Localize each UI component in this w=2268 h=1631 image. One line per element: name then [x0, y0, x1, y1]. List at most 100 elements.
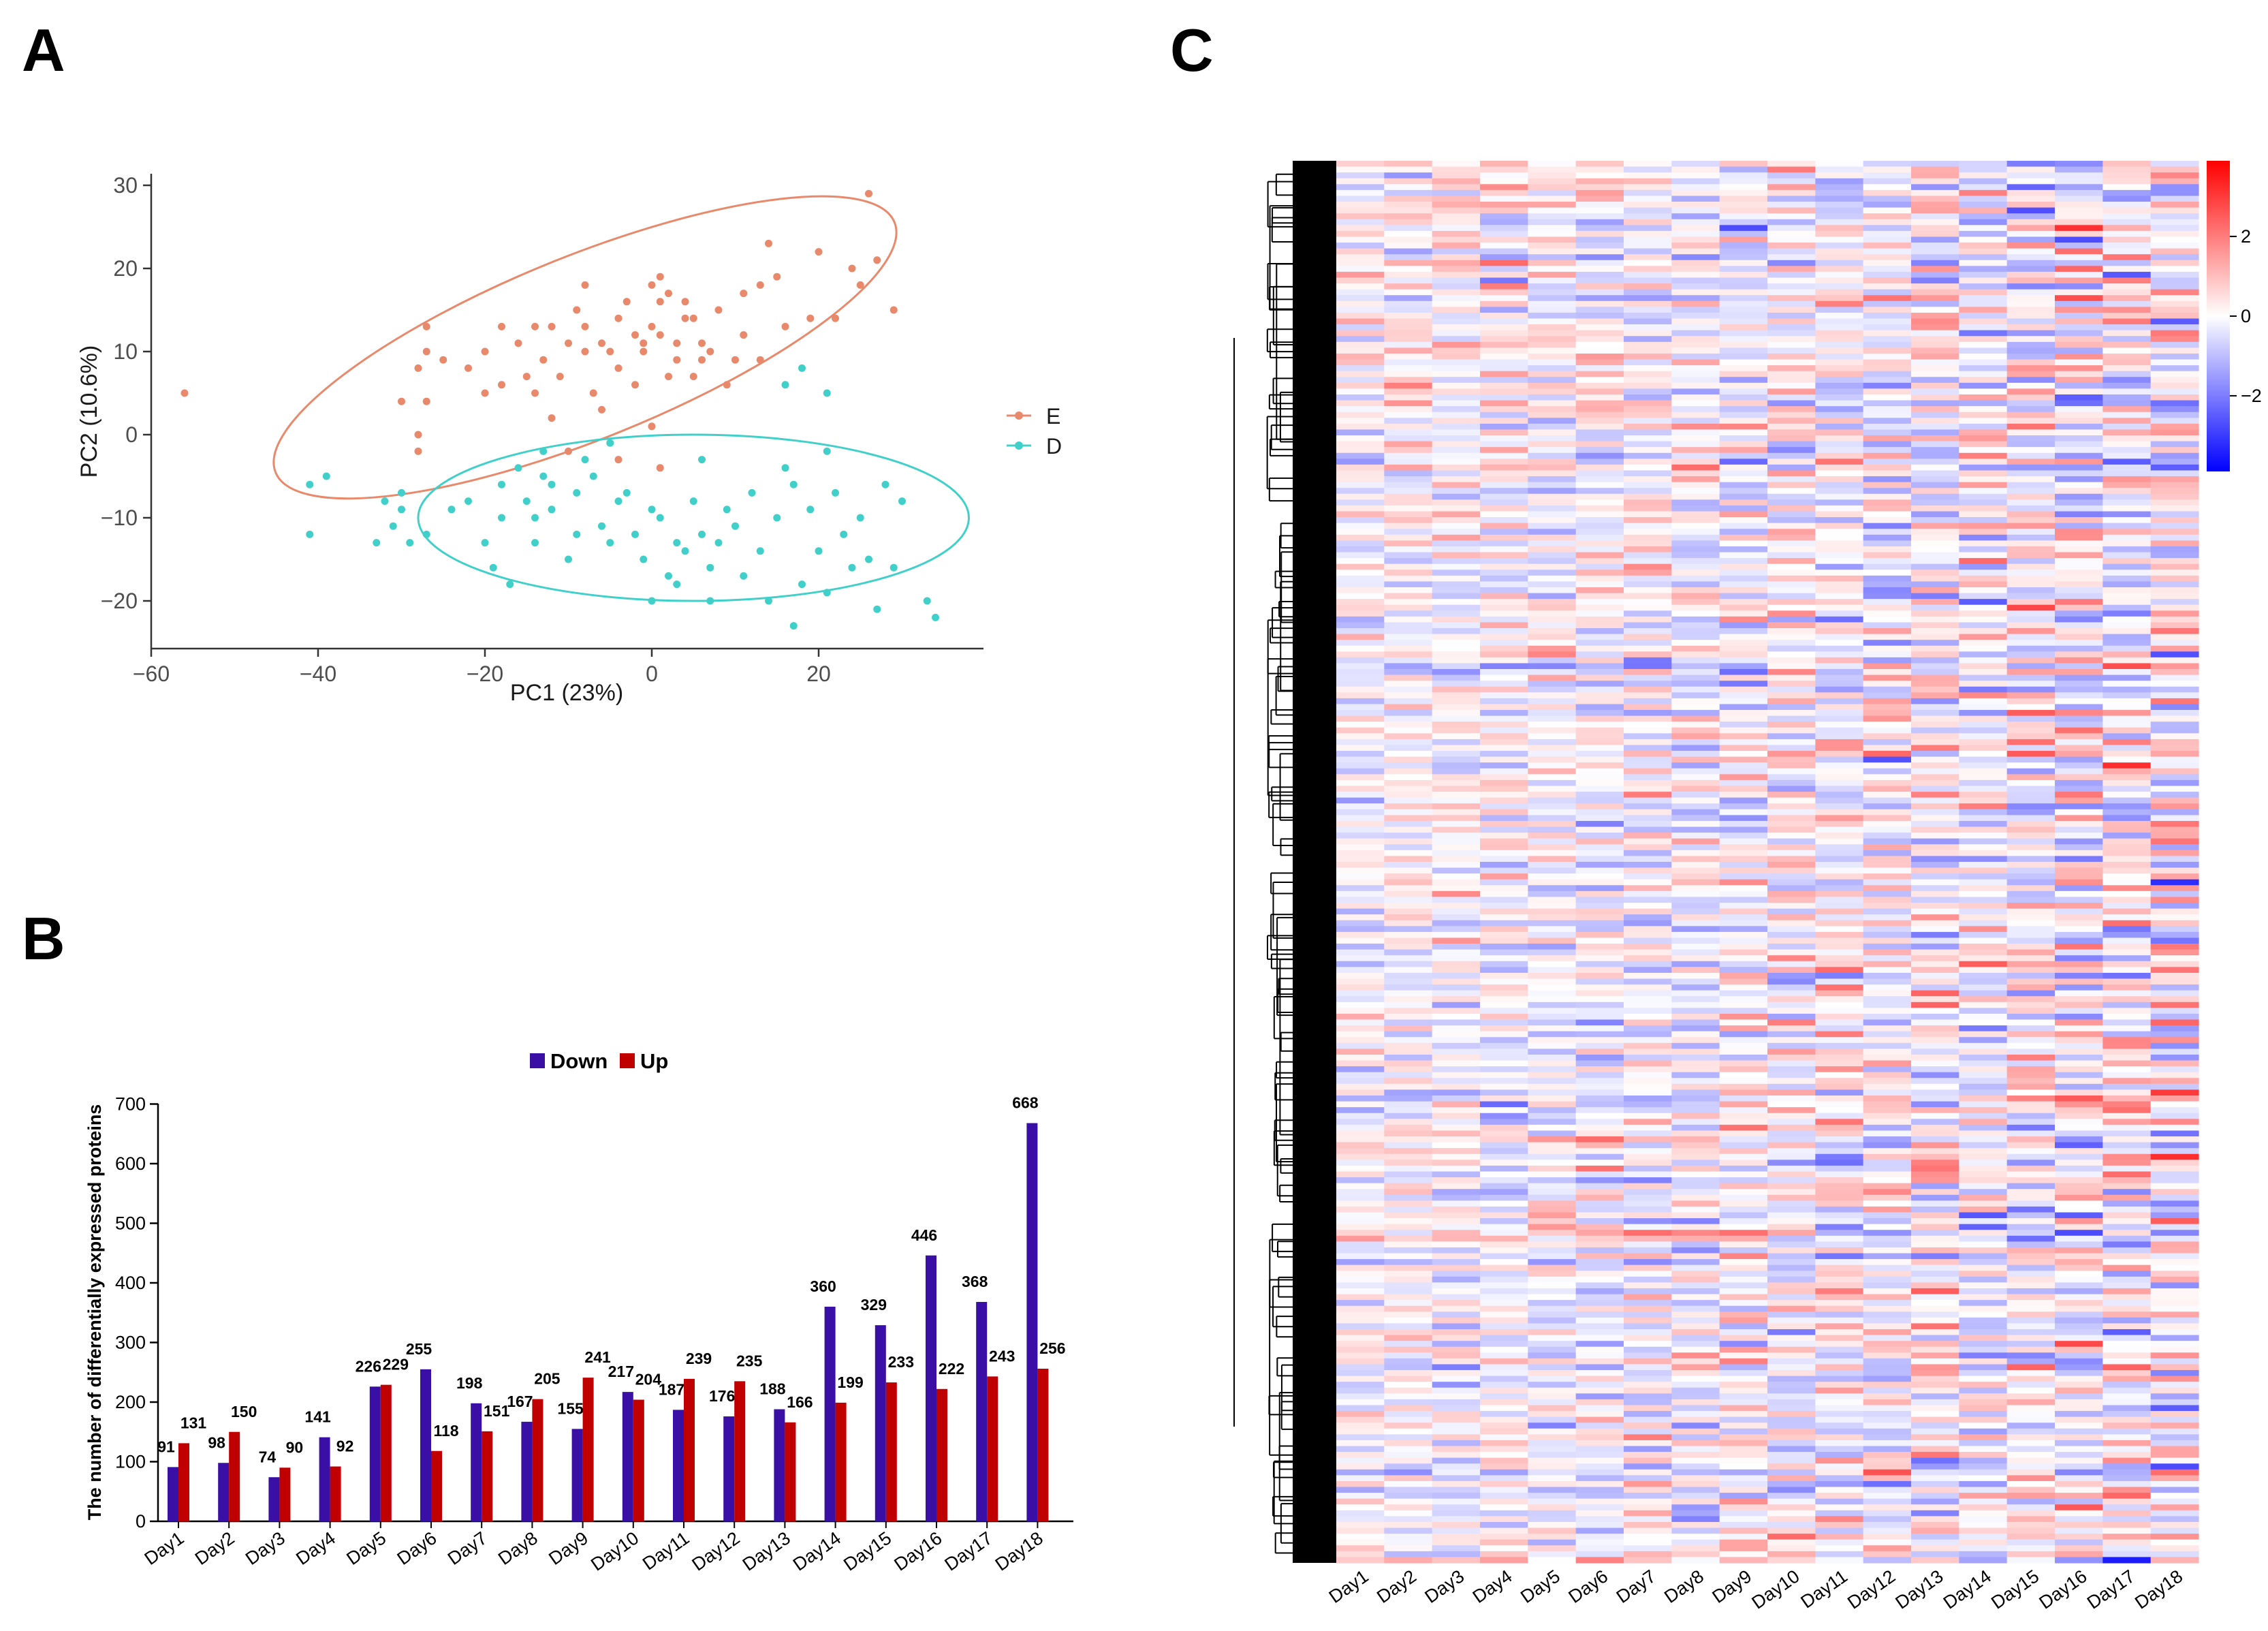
- heatmap-cell: [2102, 225, 2152, 232]
- heatmap-cell: [1671, 499, 1720, 506]
- heatmap-cell: [1480, 236, 1528, 243]
- heatmap-cell: [1863, 452, 1912, 459]
- heatmap-cell: [2102, 1521, 2152, 1529]
- heatmap-cell: [2055, 347, 2103, 354]
- heatmap-cell: [1815, 885, 1864, 892]
- heatmap-cell: [1767, 447, 1816, 454]
- heatmap-cell: [1624, 219, 1672, 226]
- heatmap-cell: [1767, 207, 1816, 214]
- heatmap-cell: [1528, 885, 1577, 892]
- heatmap-cell: [1480, 698, 1528, 705]
- heatmap-cell: [1815, 862, 1864, 869]
- heatmap-cell: [1336, 803, 1385, 810]
- heatmap-cell: [1528, 739, 1577, 746]
- heatmap-cell: [1863, 1423, 1912, 1429]
- heatmap-cell: [1959, 318, 2008, 325]
- heatmap-cell: [1575, 336, 1624, 343]
- heatmap-cell: [1911, 903, 1959, 910]
- heatmap-cell: [1959, 511, 2008, 518]
- heatmap-cell: [1671, 517, 1720, 524]
- heatmap-column-label: Day16: [2035, 1566, 2090, 1613]
- heatmap-cell: [1719, 575, 1768, 582]
- heatmap-cell: [2150, 283, 2199, 290]
- heatmap-cell: [1815, 1177, 1864, 1184]
- heatmap-cell: [1911, 254, 1959, 261]
- heatmap-cell: [1384, 540, 1433, 547]
- heatmap-cell: [1719, 330, 1768, 337]
- heatmap-cell: [1671, 1300, 1720, 1307]
- heatmap-cell: [1336, 820, 1385, 828]
- heatmap-cell: [1384, 1376, 1433, 1382]
- heatmap-cell: [1863, 382, 1912, 390]
- heatmap-cell: [1671, 1428, 1720, 1435]
- heatmap-cell: [1815, 1276, 1864, 1283]
- heatmap-cell: [1528, 955, 1577, 962]
- heatmap-cell: [2055, 1206, 2103, 1213]
- heatmap-cell: [1336, 903, 1385, 910]
- heatmap-cell: [1384, 365, 1433, 372]
- heatmap-cell: [1959, 1504, 2008, 1511]
- heatmap-cell: [1336, 967, 1385, 974]
- heatmap-cell: [1911, 850, 1959, 857]
- heatmap-cell: [1336, 593, 1385, 600]
- heatmap-cell: [1863, 1124, 1912, 1132]
- heatmap-cell: [1384, 879, 1433, 886]
- heatmap-cell: [1624, 189, 1672, 197]
- heatmap-cell: [1575, 1346, 1624, 1353]
- heatmap-cell: [1432, 1107, 1481, 1114]
- heatmap-cell: [1336, 400, 1385, 407]
- heatmap-cell: [1911, 1247, 1959, 1254]
- heatmap-cell: [1575, 324, 1624, 331]
- heatmap-cell: [1480, 1364, 1528, 1371]
- heatmap-cell: [1671, 897, 1720, 903]
- heatmap-cell: [1384, 529, 1433, 535]
- heatmap-cell: [1384, 651, 1433, 658]
- heatmap-cell: [1336, 1452, 1385, 1459]
- point-e: [539, 356, 548, 364]
- heatmap-cell: [1863, 505, 1912, 512]
- heatmap-cell: [1336, 248, 1385, 255]
- heatmap-cell: [1815, 1527, 1864, 1534]
- heatmap-cell: [1959, 499, 2008, 506]
- heatmap-cell: [1528, 1107, 1577, 1114]
- heatmap-cell: [1528, 1469, 1577, 1476]
- heatmap-cell: [1624, 534, 1672, 541]
- heatmap-cell: [1959, 990, 2008, 997]
- heatmap-cell: [1911, 1200, 1959, 1207]
- heatmap-cell: [2055, 254, 2103, 261]
- heatmap-cell: [2055, 1264, 2103, 1271]
- heatmap-cell: [1336, 610, 1385, 617]
- heatmap-cell: [1480, 1136, 1528, 1143]
- heatmap-cell: [1336, 1264, 1385, 1271]
- heatmap-cell: [2055, 166, 2103, 173]
- heatmap-cell: [2102, 1276, 2152, 1283]
- heatmap-cell: [1671, 1382, 1720, 1388]
- heatmap-cell: [1624, 669, 1672, 676]
- heatmap-cell: [2102, 202, 2152, 208]
- heatmap-cell: [1336, 359, 1385, 366]
- heatmap-cell: [1815, 312, 1864, 320]
- heatmap-cell: [1575, 523, 1624, 529]
- heatmap-cell: [1336, 523, 1385, 529]
- heatmap-cell: [2150, 196, 2199, 202]
- heatmap-cell: [1959, 336, 2008, 343]
- heatmap-cell: [1959, 779, 2008, 787]
- heatmap-cell: [1384, 1189, 1433, 1196]
- heatmap-cell: [1959, 978, 2008, 985]
- heatmap-cell: [1575, 382, 1624, 390]
- heatmap-cell: [1719, 1031, 1768, 1038]
- legend-down-swatch: [530, 1053, 545, 1068]
- heatmap-cell: [1719, 488, 1768, 495]
- heatmap-cell: [1575, 727, 1624, 734]
- heatmap-cell: [1959, 914, 2008, 921]
- heatmap-cell: [1959, 178, 2008, 185]
- heatmap-cell: [1863, 949, 1912, 956]
- heatmap-cell: [2150, 926, 2199, 933]
- bar-up-day18: [1037, 1369, 1049, 1521]
- heatmap-cell: [1719, 1048, 1768, 1055]
- heatmap-cell: [2055, 1480, 2103, 1488]
- heatmap-cell: [1959, 552, 2008, 559]
- heatmap-cell: [1767, 1551, 1816, 1558]
- heatmap-cell: [1575, 1423, 1624, 1429]
- heatmap-cell: [1575, 657, 1624, 664]
